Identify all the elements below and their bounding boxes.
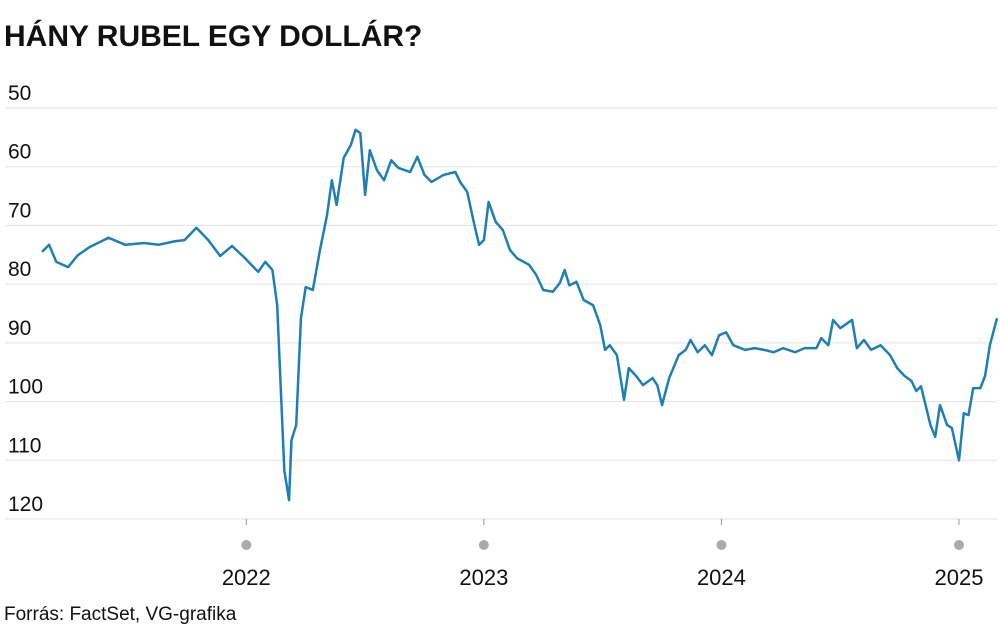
x-tick-dot	[716, 540, 727, 550]
y-tick-label: 80	[8, 258, 31, 281]
x-tick-dot	[241, 540, 252, 550]
x-tick-label: 2023	[459, 565, 508, 590]
x-tick-label: 2025	[935, 565, 984, 590]
y-tick-label: 100	[8, 376, 43, 399]
line-series	[41, 128, 999, 502]
chart-title: HÁNY RUBEL EGY DOLLÁR?	[4, 19, 422, 53]
y-tick-label: 60	[8, 141, 31, 164]
source: Forrás: FactSet, VG-grafika	[4, 604, 237, 625]
x-tick-dot	[478, 540, 489, 550]
y-tick-label: 70	[8, 199, 31, 222]
x-tick-label: 2024	[697, 565, 746, 590]
x-tick-dot	[953, 540, 964, 550]
y-tick-label: 110	[8, 434, 41, 457]
x-tick-label: 2022	[222, 565, 271, 590]
y-tick-label: 50	[8, 82, 31, 105]
y-tick-label: 120	[8, 493, 43, 516]
y-tick-label: 90	[8, 317, 31, 340]
